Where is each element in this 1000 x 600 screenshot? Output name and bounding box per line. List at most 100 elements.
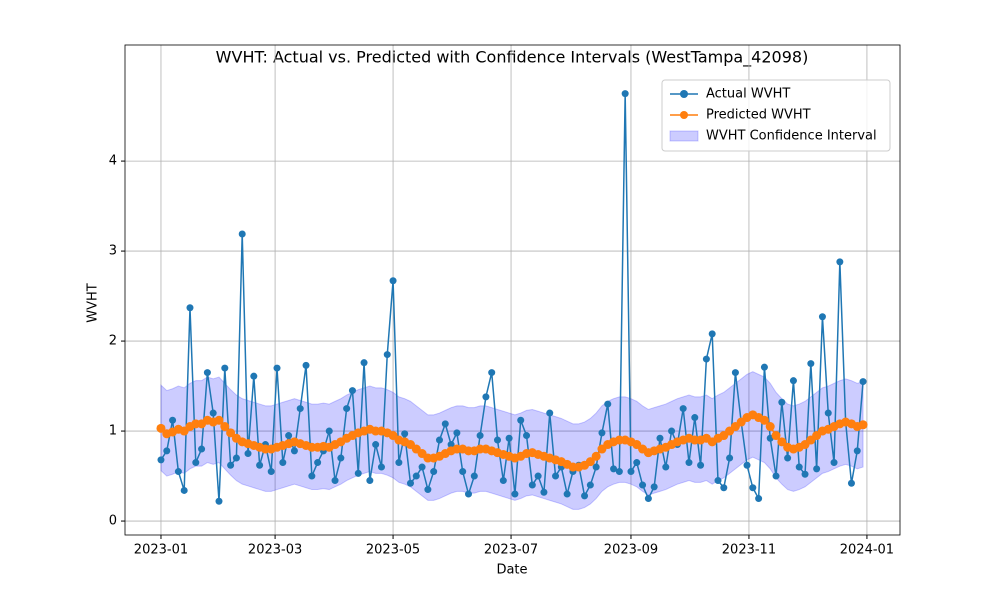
data-point — [668, 427, 676, 435]
data-point — [354, 469, 362, 477]
data-point — [389, 277, 397, 285]
data-point — [459, 468, 467, 476]
x-tick-label: 2023-01 — [134, 543, 188, 558]
data-point — [430, 468, 438, 476]
data-point — [226, 428, 236, 438]
data-point — [795, 463, 803, 471]
data-point — [331, 477, 339, 485]
data-point — [169, 416, 177, 424]
data-point — [656, 434, 664, 442]
data-point — [343, 405, 351, 413]
data-point — [801, 470, 809, 478]
data-point — [395, 459, 403, 467]
data-point — [627, 468, 635, 476]
data-point — [784, 454, 792, 462]
legend-label: Predicted WVHT — [706, 108, 811, 123]
data-point — [853, 447, 861, 455]
x-axis-label: Date — [496, 563, 527, 578]
data-point — [720, 484, 728, 492]
data-point — [209, 409, 217, 417]
data-point — [499, 477, 507, 485]
data-point — [615, 468, 623, 476]
data-point — [772, 472, 780, 480]
legend-marker — [680, 90, 688, 98]
x-tick-label: 2023-11 — [722, 543, 776, 558]
data-point — [859, 378, 867, 386]
data-point — [807, 360, 815, 368]
data-point — [685, 459, 693, 467]
data-point — [488, 369, 496, 377]
data-point — [818, 313, 826, 321]
data-point — [285, 432, 293, 440]
x-tick-label: 2023-07 — [484, 543, 538, 558]
legend-box — [661, 79, 891, 152]
data-point — [858, 420, 868, 430]
data-point — [215, 497, 223, 505]
data-point — [697, 461, 705, 469]
data-point — [847, 479, 855, 487]
data-point — [702, 355, 710, 363]
data-point — [232, 454, 240, 462]
data-point — [156, 423, 166, 433]
data-point — [314, 459, 322, 467]
x-tick-label: 2023-09 — [604, 543, 658, 558]
data-point — [192, 459, 200, 467]
data-point — [186, 304, 194, 312]
data-point — [610, 465, 618, 473]
data-point — [476, 432, 484, 440]
data-point — [759, 415, 769, 425]
data-point — [372, 441, 380, 449]
plot-frame — [124, 44, 901, 536]
data-point — [621, 90, 629, 98]
data-point — [163, 447, 171, 455]
data-point — [633, 459, 641, 467]
data-point — [662, 463, 670, 471]
data-point — [760, 363, 768, 371]
data-point — [244, 450, 252, 458]
data-point — [290, 447, 298, 455]
y-tick-label: 1 — [109, 424, 117, 439]
legend-marker — [680, 111, 688, 119]
data-point — [203, 369, 211, 377]
chart-title: WVHT: Actual vs. Predicted with Confiden… — [216, 48, 809, 68]
data-point — [401, 430, 409, 438]
data-point — [302, 361, 310, 369]
data-point — [534, 472, 542, 480]
data-point — [348, 387, 356, 395]
legend-label: WVHT Confidence Interval — [706, 129, 877, 144]
data-point — [482, 393, 490, 401]
data-point — [227, 461, 235, 469]
data-point — [691, 414, 699, 422]
y-tick-label: 4 — [109, 154, 117, 169]
data-point — [731, 369, 739, 377]
data-point — [198, 445, 206, 453]
data-point — [528, 481, 536, 489]
data-point — [360, 359, 368, 367]
data-point — [383, 351, 391, 359]
data-point — [563, 490, 571, 498]
x-tick-label: 2023-03 — [248, 543, 302, 558]
data-point — [220, 422, 230, 432]
data-point — [771, 431, 781, 441]
data-point — [296, 405, 304, 413]
data-point — [256, 461, 264, 469]
data-point — [418, 463, 426, 471]
data-point — [406, 479, 414, 487]
data-point — [279, 459, 287, 467]
data-point — [174, 468, 182, 476]
data-point — [585, 457, 595, 467]
data-point — [464, 490, 472, 498]
data-point — [337, 454, 345, 462]
data-point — [453, 429, 461, 437]
y-axis-label: WVHT — [86, 283, 101, 323]
y-tick-label: 0 — [109, 514, 117, 529]
data-point — [650, 483, 658, 491]
data-point — [591, 451, 601, 461]
data-point — [726, 454, 734, 462]
data-point — [592, 463, 600, 471]
data-point — [586, 481, 594, 489]
data-point — [494, 436, 502, 444]
data-point — [517, 416, 525, 424]
